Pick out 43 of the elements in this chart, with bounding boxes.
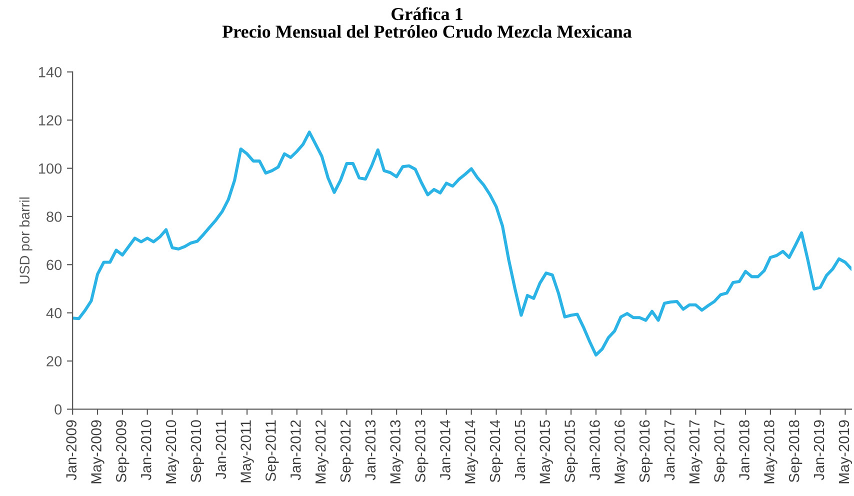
x-tick-label: Sep-2017 <box>714 420 728 482</box>
x-tick-label: Sep-2012 <box>340 420 354 482</box>
x-tick-label: May-2013 <box>390 420 404 484</box>
x-tick-label: Jan-2009 <box>66 420 77 480</box>
y-tick-label: 20 <box>46 356 62 366</box>
x-tick-label: Jan-2017 <box>664 420 675 480</box>
y-tick-label: 100 <box>38 163 62 174</box>
x-tick-label: Sep-2016 <box>639 420 653 482</box>
x-tick-label: Jan-2013 <box>365 420 376 480</box>
x-tick-label: Jan-2012 <box>290 420 301 480</box>
y-axis-title: USD por barril <box>19 197 32 284</box>
x-tick-label: Sep-2014 <box>490 420 504 482</box>
y-tick-label: 140 <box>38 67 62 78</box>
x-tick-label: May-2010 <box>166 420 180 484</box>
y-tick-label: 120 <box>38 115 62 126</box>
y-tick-label: 0 <box>54 404 62 415</box>
x-tick-label: May-2016 <box>614 420 628 484</box>
x-tick-label: Jan-2018 <box>739 420 750 480</box>
x-tick-label: Jan-2016 <box>590 420 600 480</box>
chart-title: Gráfica 1 Precio Mensual del Petróleo Crudo Mezcla Mexicana <box>222 7 632 38</box>
x-tick-label: Jan-2010 <box>140 420 152 480</box>
x-tick-label: Jan-2014 <box>440 420 450 480</box>
x-tick-label: May-2019 <box>838 420 852 484</box>
x-tick-label: May-2017 <box>689 420 702 484</box>
x-tick-label: Jan-2011 <box>216 420 226 480</box>
x-tick-label: Jan-2019 <box>814 420 824 480</box>
y-tick-label: 40 <box>46 308 62 318</box>
x-tick-label: Sep-2015 <box>564 420 578 482</box>
x-tick-label: Sep-2009 <box>116 420 130 482</box>
x-tick-label: Jan-2015 <box>514 420 526 480</box>
x-tick-label: Sep-2010 <box>190 420 204 482</box>
line-series <box>72 130 852 357</box>
y-tick-label: 60 <box>46 260 62 270</box>
x-tick-label: May-2012 <box>315 420 329 484</box>
x-tick-label: Sep-2011 <box>266 420 279 482</box>
x-tick-label: Sep-2018 <box>788 420 802 482</box>
x-tick-label: May-2009 <box>91 420 104 484</box>
x-tick-label: May-2015 <box>540 420 553 484</box>
x-tick-label: Sep-2013 <box>415 420 428 482</box>
x-tick-label: May-2011 <box>240 420 254 482</box>
y-tick-label: 80 <box>46 212 62 222</box>
x-tick-label: May-2018 <box>764 420 778 484</box>
x-tick-label: May-2014 <box>464 420 478 484</box>
